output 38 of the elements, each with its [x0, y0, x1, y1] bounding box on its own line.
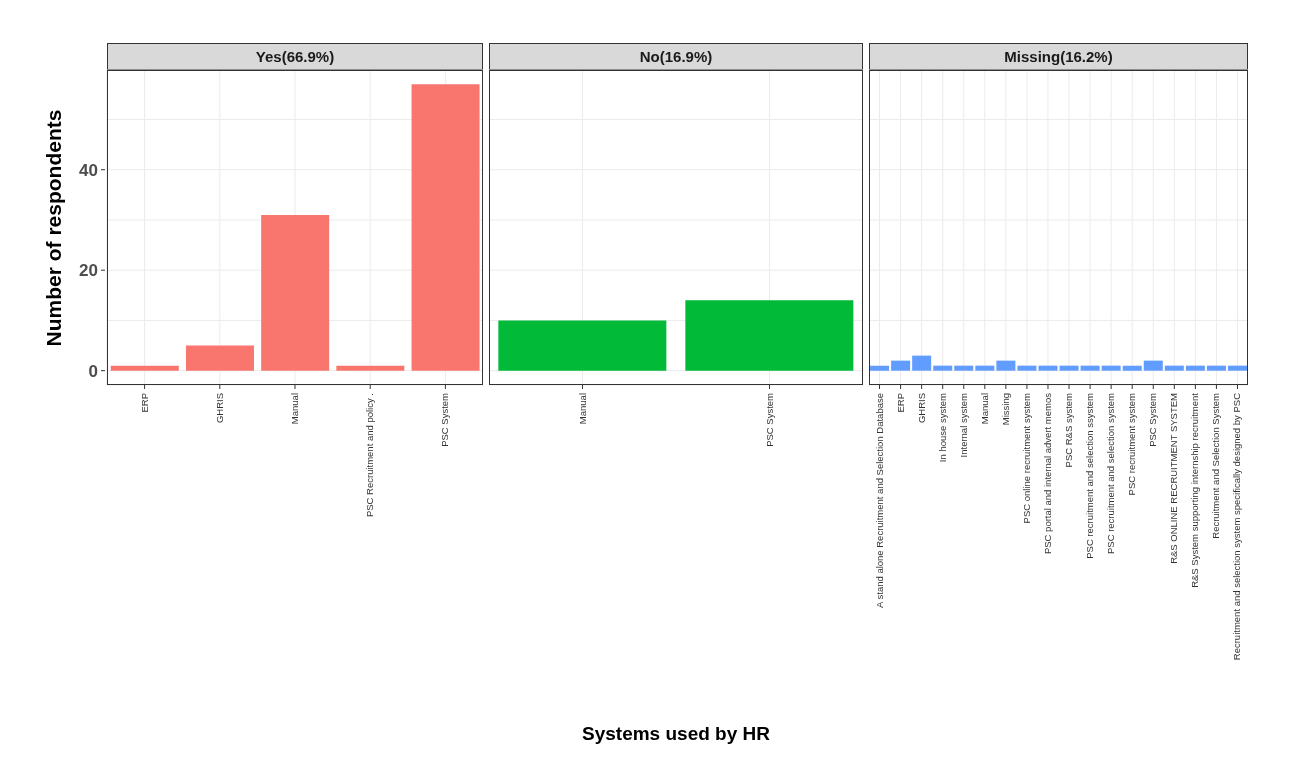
chart-title: Missing(16.2%): [869, 43, 1248, 70]
x-tick-label: ERP: [894, 393, 906, 413]
x-tick-label: ERP: [138, 393, 150, 413]
x-axis-title: Systems used by HR: [581, 723, 771, 745]
y-tick-label: 40: [79, 160, 98, 180]
x-tick-label: Manual: [576, 393, 588, 425]
x-tick-label: PSC recruitment and selection ssystem: [1084, 392, 1096, 559]
x-tick-label: PSC portal and internal advert memos: [1041, 392, 1053, 555]
x-tick-label: PSC recruitment system: [1126, 392, 1138, 496]
x-tick-label: Missing: [999, 393, 1011, 426]
bar: [411, 84, 480, 371]
bar: [185, 345, 254, 371]
x-tick-label: PSC System: [439, 392, 451, 447]
x-tick-label: Recruitment and Selection System: [1210, 392, 1222, 539]
x-tick-label: Internal system: [957, 392, 969, 458]
x-tick-label: A stand alone Recruitment and Selection Database: [873, 393, 885, 608]
y-tick-label: 20: [79, 261, 98, 281]
x-tick-label: Recruitment and selection system specifically designed by PSC: [1231, 392, 1243, 661]
x-tick-label: PSC online recruitment system: [1020, 392, 1032, 524]
chart-title: No(16.9%): [489, 43, 863, 70]
bar: [261, 214, 330, 371]
y-axis-title: Number of respondents: [42, 109, 66, 346]
chart-title: Yes(66.9%): [107, 43, 483, 70]
x-tick-label: PSC recruitment and selection system: [1105, 392, 1117, 555]
x-tick-label: PSC System: [1147, 392, 1159, 447]
bar: [110, 365, 179, 371]
bar: [336, 365, 405, 371]
x-tick-label: PSC Recruitment and policy .: [364, 393, 376, 518]
x-tick-label: Manual: [289, 393, 300, 425]
x-tick-label: PSC R&S system: [1063, 392, 1075, 468]
x-tick-label: Manual: [978, 393, 990, 425]
x-tick-label: PSC System: [763, 392, 775, 447]
x-tick-label: GHRIS: [213, 393, 225, 424]
x-tick-label: R&S ONLINE RECRUITMENT SYSTEM: [1168, 392, 1180, 564]
x-tick-label: R&S System supporting internship recruitment: [1189, 392, 1201, 588]
x-tick-label: In house system: [936, 392, 948, 463]
x-tick-label: GHRIS: [915, 393, 927, 424]
y-tick-label: 0: [88, 361, 98, 381]
